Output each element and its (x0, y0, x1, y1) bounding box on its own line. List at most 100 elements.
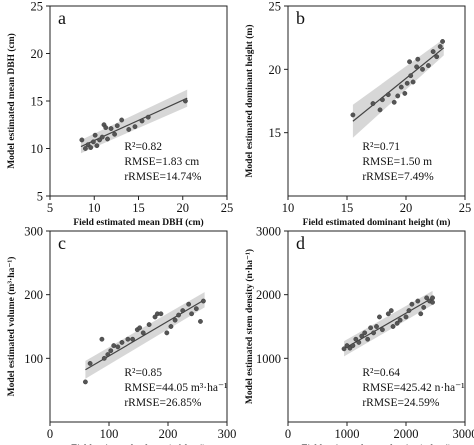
x-tick-label: 5 (47, 201, 53, 215)
data-point (92, 132, 98, 138)
data-point (398, 84, 404, 90)
data-point (139, 118, 145, 124)
data-point (353, 336, 359, 342)
data-point (430, 299, 435, 305)
y-tick-label: 2000 (256, 288, 281, 302)
data-point (189, 311, 195, 317)
x-axis-title: Field estimated mean DBH (cm) (73, 217, 203, 228)
x-tick-label: 0 (285, 427, 291, 441)
data-point (395, 93, 401, 99)
y-tick-label: 300 (24, 225, 43, 239)
data-point (125, 336, 131, 342)
data-point (424, 295, 430, 301)
data-point (99, 134, 105, 140)
stat-line: rRMSE=24.59% (362, 397, 440, 409)
x-tick-label: 10 (88, 201, 101, 215)
stat-line: RMSE=44.05 m³·ha⁻¹ (124, 382, 228, 394)
data-point (79, 137, 85, 143)
confidence-band (352, 38, 444, 138)
data-point (415, 298, 421, 304)
stat-line: R²=0.85 (124, 367, 162, 379)
y-tick-label: 200 (24, 288, 43, 302)
data-point (145, 114, 151, 120)
y-tick-label: 3000 (256, 225, 281, 239)
x-tick-label: 25 (221, 201, 234, 215)
y-axis-title: Model estimated stem density (n·ha⁻¹) (244, 249, 255, 404)
stat-line: rRMSE=7.49% (362, 171, 434, 183)
data-point (88, 145, 94, 150)
data-point (371, 330, 376, 336)
data-point (119, 117, 125, 123)
data-point (409, 301, 415, 307)
data-point (421, 304, 427, 310)
data-point (368, 325, 373, 331)
data-point (388, 308, 394, 313)
x-tick-label: 3000 (453, 427, 474, 441)
data-point (404, 80, 410, 86)
data-point (164, 330, 170, 336)
y-tick-label: 1000 (256, 352, 281, 366)
x-tick-label: 20 (177, 201, 190, 215)
data-point (426, 63, 431, 68)
data-point (94, 143, 100, 149)
data-point (379, 327, 385, 333)
stat-line: rRMSE=14.74% (124, 171, 202, 183)
data-point (103, 125, 109, 131)
data-point (112, 131, 118, 137)
plot-frame (49, 230, 228, 423)
panel-d: 0 1000 2000 3000 1000 2000 3000 d R²=0.64 RMSE=42… (244, 225, 474, 445)
data-point (111, 343, 117, 348)
x-axis-title: Field estimated volume (m³·ha⁻¹) (71, 443, 205, 445)
data-point (132, 124, 138, 130)
data-point (365, 336, 371, 342)
data-point (341, 346, 347, 352)
panel-letter: a (58, 8, 66, 28)
y-axis-title: Model estimated mean DBH (cm) (6, 33, 17, 169)
stat-line: RMSE=1.83 cm (124, 156, 199, 168)
panel-a: 5 10 15 20 25 5 10 15 20 25 a R²=0.82 RMSE=1.83 cm rR… (6, 0, 233, 228)
panel-letter: c (58, 233, 66, 253)
data-point (119, 340, 125, 345)
data-point (420, 66, 425, 72)
stat-line: RMSE=425.42 n·ha⁻¹ (362, 382, 465, 394)
x-tick-label: 20 (400, 201, 413, 215)
x-axis-title: Field estimated dominant height (m) (303, 217, 451, 228)
data-point (350, 343, 356, 348)
data-point (359, 333, 365, 339)
stat-line: R²=0.82 (124, 141, 162, 153)
y-tick-label: 10 (31, 142, 44, 156)
stat-line: RMSE=1.50 m (362, 156, 432, 168)
panel-letter: b (296, 8, 305, 28)
data-point (172, 317, 178, 323)
data-point (385, 92, 391, 98)
data-point (350, 112, 356, 118)
data-point (158, 311, 164, 317)
x-tick-label: 300 (218, 427, 237, 441)
data-point (356, 340, 362, 345)
stat-line: R²=0.64 (362, 367, 400, 379)
data-point (137, 325, 143, 331)
x-tick-label: 15 (132, 201, 145, 215)
y-axis-title: Model estimated dominant height (m) (244, 24, 255, 177)
data-point (193, 306, 199, 312)
data-point (152, 314, 158, 320)
data-point (403, 314, 409, 320)
data-point (410, 79, 416, 85)
data-point (430, 295, 435, 301)
y-tick-label: 20 (269, 63, 282, 77)
y-tick-label: 15 (31, 95, 44, 109)
data-point (374, 324, 379, 329)
data-point (87, 361, 93, 366)
data-point (108, 348, 114, 354)
data-point (430, 49, 436, 54)
data-point (385, 311, 391, 317)
x-tick-label: 100 (100, 427, 119, 441)
data-point (105, 136, 110, 142)
data-point (379, 97, 385, 103)
data-point (434, 54, 440, 60)
data-point (377, 107, 383, 113)
y-tick-label: 20 (31, 47, 44, 61)
panel-c: 0 100 200 300 100 200 300 c R²=0.85 RMSE=44.05 m³… (6, 225, 236, 445)
data-point (99, 336, 105, 342)
data-point (408, 73, 414, 79)
